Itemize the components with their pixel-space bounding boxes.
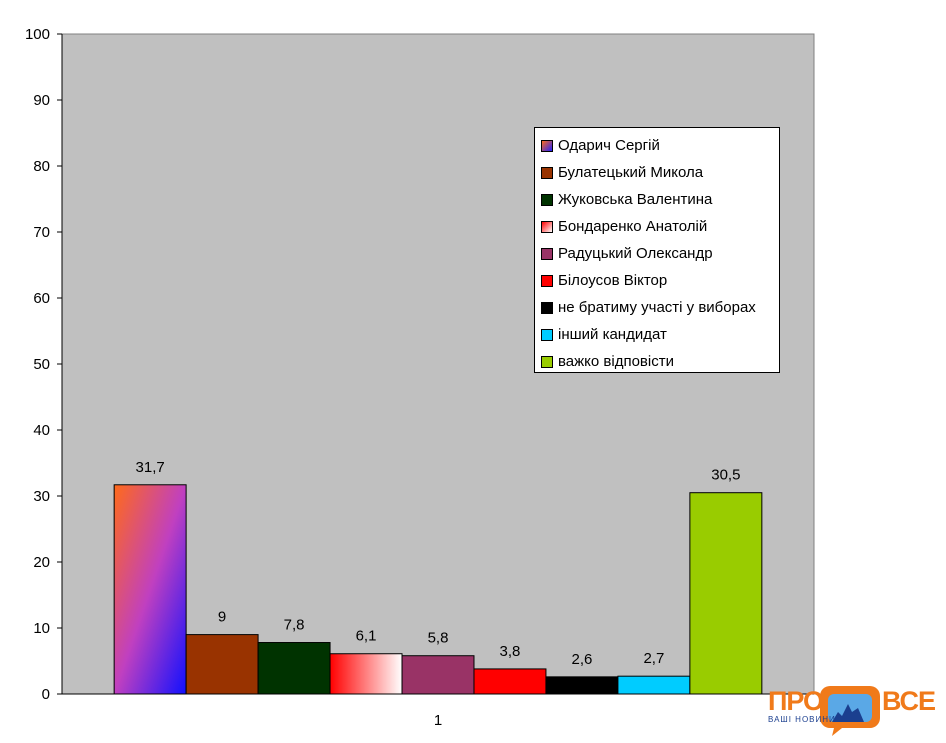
y-tick-label: 30 [33,488,50,505]
y-tick-label: 70 [33,224,50,241]
legend-label: Жуковська Валентина [558,191,713,208]
bar-1 [113,484,187,695]
y-tick-label: 0 [42,686,50,703]
legend-swatch [541,355,553,368]
data-label-4: 6,1 [356,628,377,645]
legend-item: не братиму участі у виборах [535,294,779,321]
legend-item: Жуковська Валентина [535,186,779,213]
bars [113,484,763,695]
legend-label: важко відповісти [558,353,674,370]
legend-label: Одарич Сергій [558,137,660,154]
y-tick-label: 90 [33,92,50,109]
legend-item: важко відповісти [535,348,779,375]
logo-left-word: ПРО [768,686,824,716]
logo-tagline: ВАШІ НОВИНИ [768,715,836,724]
data-label-7: 2,6 [572,651,593,668]
legend-item: Білоусов Віктор [535,267,779,294]
legend-label: інший кандидат [558,326,667,343]
data-label-9: 30,5 [711,467,740,484]
legend-swatch [541,193,553,206]
y-tick-label: 80 [33,158,50,175]
legend-swatch [541,166,553,179]
bar-5 [401,655,475,695]
data-labels: 31,7 9 7,8 6,1 5,8 3,8 2,6 2,7 30,5 [136,459,741,668]
y-tick-label: 60 [33,290,50,307]
y-tick-label: 50 [33,356,50,373]
data-label-3: 7,8 [284,617,305,634]
legend-swatch [541,301,553,314]
bar-8 [617,675,691,695]
legend-swatch [541,220,553,233]
legend-item: Бондаренко Анатолій [535,213,779,240]
data-label-6: 3,8 [500,643,521,660]
legend-label: Булатецький Микола [558,164,704,181]
bar-6 [473,668,547,695]
legend-swatch [541,274,553,287]
legend-label: Бондаренко Анатолій [558,218,708,235]
legend-swatch [541,247,553,260]
legend-item: Одарич Сергій [535,132,779,159]
bar-2 [185,634,259,695]
watermark-logo: ПРО ВСЕ ВАШІ НОВИНИ [764,682,940,736]
data-label-2: 9 [218,609,226,626]
y-tick-label: 10 [33,620,50,637]
legend-label: Білоусов Віктор [558,272,668,289]
y-tick-label: 100 [25,26,50,43]
bar-4 [329,653,403,695]
bar-9 [689,492,763,695]
legend-item: інший кандидат [535,321,779,348]
legend-label: Радуцький Олександр [558,245,713,262]
data-label-5: 5,8 [428,630,449,647]
y-tick-label: 20 [33,554,50,571]
x-tick-label: 1 [434,712,442,729]
y-tick-label: 40 [33,422,50,439]
bar-3 [257,642,331,695]
data-label-8: 2,7 [643,650,664,667]
data-label-1: 31,7 [136,459,165,476]
logo-right-word: ВСЕ [882,686,936,716]
legend-item: Радуцький Олександр [535,240,779,267]
legend-item: Булатецький Микола [535,159,779,186]
legend-swatch [541,139,553,152]
speech-bubble-icon [820,686,880,736]
legend-swatch [541,328,553,341]
legend-label: не братиму участі у виборах [558,299,756,316]
legend: Одарич Сергій Булатецький Микола Жуковська… [534,127,780,373]
bar-7 [545,676,619,695]
